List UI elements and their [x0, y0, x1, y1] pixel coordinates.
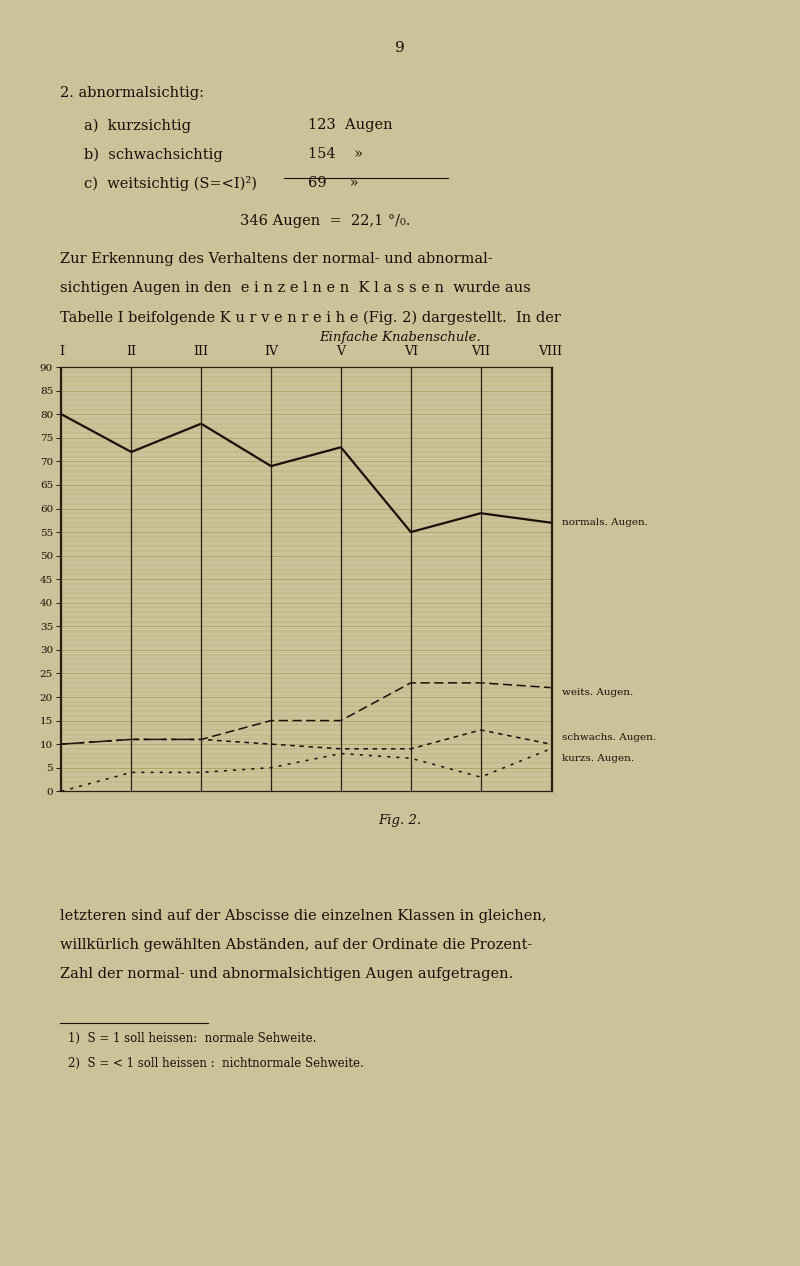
Text: kurzs. Augen.: kurzs. Augen. — [562, 753, 634, 762]
Text: VI: VI — [404, 346, 418, 358]
Text: VII: VII — [471, 346, 490, 358]
Text: sichtigen Augen in den  e i n z e l n e n  K l a s s e n  wurde aus: sichtigen Augen in den e i n z e l n e n… — [60, 281, 530, 295]
Text: b)  schwachsichtig: b) schwachsichtig — [84, 147, 222, 162]
Text: Einfache Knabenschule.: Einfache Knabenschule. — [319, 332, 481, 344]
Text: normals. Augen.: normals. Augen. — [562, 518, 647, 527]
Text: II: II — [126, 346, 136, 358]
Text: 2. abnormalsichtig:: 2. abnormalsichtig: — [60, 86, 204, 100]
Text: schwachs. Augen.: schwachs. Augen. — [562, 733, 656, 742]
Text: Fig. 2.: Fig. 2. — [378, 814, 422, 827]
Text: weits. Augen.: weits. Augen. — [562, 687, 633, 696]
Text: 1)  S = 1 soll heissen:  normale Sehweite.: 1) S = 1 soll heissen: normale Sehweite. — [68, 1032, 316, 1044]
Text: 9: 9 — [395, 41, 405, 54]
Text: 69     »: 69 » — [308, 176, 358, 190]
Text: 123  Augen: 123 Augen — [308, 118, 393, 132]
Text: letzteren sind auf der Abscisse die einzelnen Klassen in gleichen,: letzteren sind auf der Abscisse die einz… — [60, 909, 546, 923]
Text: a)  kurzsichtig: a) kurzsichtig — [84, 118, 191, 133]
Text: Tabelle I beifolgende K u r v e n r e i h e (Fig. 2) dargestellt.  In der: Tabelle I beifolgende K u r v e n r e i … — [60, 310, 561, 324]
Text: c)  weitsichtig (S=<I)²): c) weitsichtig (S=<I)²) — [84, 176, 257, 191]
Text: 346 Augen  =  22,1 °/₀.: 346 Augen = 22,1 °/₀. — [240, 214, 410, 228]
Text: V: V — [337, 346, 346, 358]
Text: VIII: VIII — [538, 346, 562, 358]
Text: 2)  S = < 1 soll heissen :  nichtnormale Sehweite.: 2) S = < 1 soll heissen : nichtnormale S… — [68, 1057, 364, 1070]
Text: IV: IV — [264, 346, 278, 358]
Text: III: III — [194, 346, 209, 358]
Text: 154    »: 154 » — [308, 147, 363, 161]
Text: Zahl der normal- und abnormalsichtigen Augen aufgetragen.: Zahl der normal- und abnormalsichtigen A… — [60, 967, 514, 981]
Text: willkürlich gewählten Abständen, auf der Ordinate die Prozent-: willkürlich gewählten Abständen, auf der… — [60, 938, 532, 952]
Text: Zur Erkennung des Verhaltens der normal- und abnormal-: Zur Erkennung des Verhaltens der normal-… — [60, 252, 493, 266]
Text: I: I — [59, 346, 64, 358]
